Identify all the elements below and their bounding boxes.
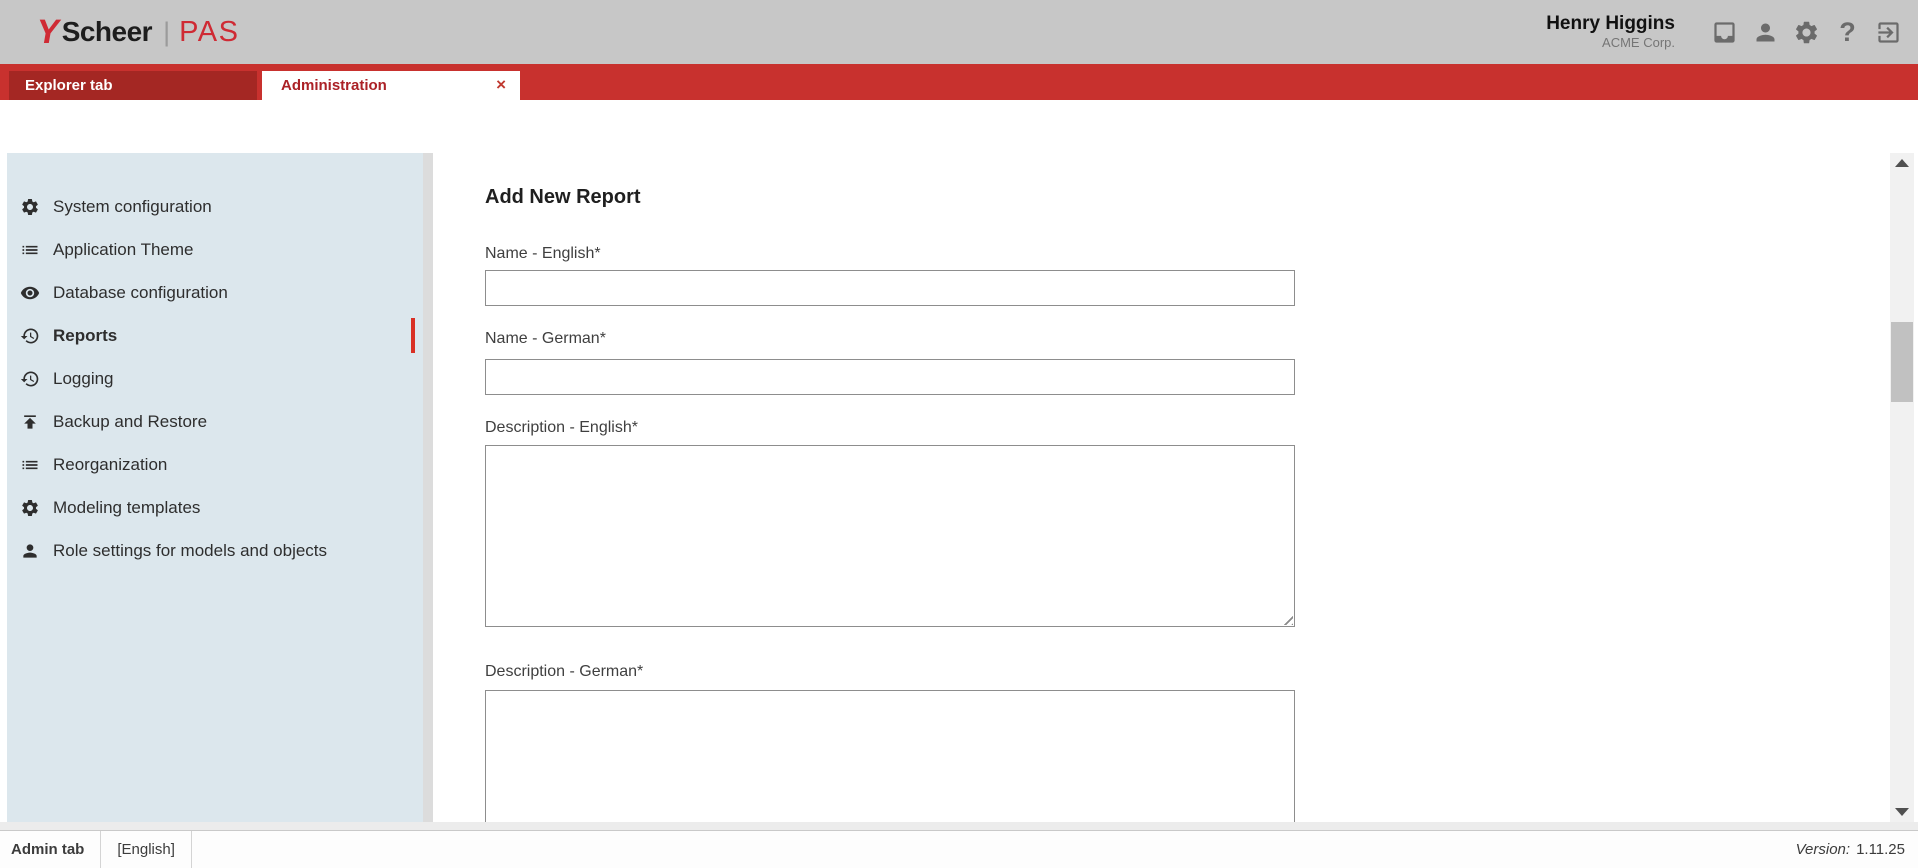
user-info: Henry Higgins ACME Corp. (1546, 13, 1675, 51)
content-area: System configuration Application Theme D… (0, 153, 1918, 830)
name-german-input[interactable] (485, 359, 1295, 395)
sidebar-item-reports[interactable]: Reports (7, 314, 423, 357)
horizontal-scrollbar-track[interactable] (0, 822, 1918, 830)
sidebar-splitter[interactable] (423, 153, 433, 822)
user-icon[interactable] (1752, 19, 1779, 46)
field-label-description-german: Description - German* (485, 663, 644, 680)
version-label: Version: (1795, 841, 1851, 858)
sidebar-item-label: Reports (53, 325, 118, 345)
sidebar-item-backup-and-restore[interactable]: Backup and Restore (7, 400, 423, 443)
gear-icon (20, 197, 40, 217)
sidebar-item-system-configuration[interactable]: System configuration (7, 185, 423, 228)
close-icon[interactable]: × (496, 75, 506, 94)
tab-administration-label: Administration (281, 77, 387, 94)
tab-explorer[interactable]: Explorer tab (9, 71, 257, 100)
description-english-textarea[interactable] (485, 445, 1295, 627)
sidebar-item-application-theme[interactable]: Application Theme (7, 228, 423, 271)
scrollbar-thumb[interactable] (1891, 322, 1913, 402)
tab-explorer-label: Explorer tab (25, 77, 113, 94)
sidebar-item-database-configuration[interactable]: Database configuration (7, 271, 423, 314)
upload-icon (20, 412, 40, 432)
add-new-report-form: Add New Report Name - English* Name - Ge… (433, 153, 1884, 822)
field-label-name-english: Name - English* (485, 245, 601, 262)
settings-icon[interactable] (1793, 19, 1820, 46)
sidebar-item-role-settings[interactable]: Role settings for models and objects (7, 529, 423, 572)
status-admin-tab: Admin tab (0, 831, 102, 868)
eye-icon (20, 283, 40, 303)
sidebar-item-logging[interactable]: Logging (7, 357, 423, 400)
logo-separator: | (163, 16, 171, 47)
name-english-input[interactable] (485, 270, 1295, 306)
sidebar-item-label: System configuration (53, 196, 212, 216)
admin-sidebar: System configuration Application Theme D… (7, 153, 423, 822)
vertical-scrollbar[interactable] (1890, 153, 1914, 822)
tab-administration[interactable]: Administration × (262, 71, 520, 100)
logout-icon[interactable] (1875, 19, 1902, 46)
sidebar-item-label: Database configuration (53, 282, 228, 302)
app-header: Y Scheer | PAS Henry Higgins ACME Corp. … (0, 0, 1918, 64)
scroll-up-arrow[interactable] (1890, 153, 1914, 173)
selected-item-indicator (411, 318, 415, 353)
sidebar-item-modeling-templates[interactable]: Modeling templates (7, 486, 423, 529)
sidebar-item-label: Logging (53, 368, 114, 388)
sidebar-item-reorganization[interactable]: Reorganization (7, 443, 423, 486)
inbox-icon[interactable] (1711, 19, 1738, 46)
gear-icon (20, 498, 40, 518)
sidebar-item-label: Modeling templates (53, 497, 201, 517)
tab-bar: Explorer tab Administration × (0, 64, 1918, 100)
help-icon[interactable]: ? (1839, 16, 1856, 47)
status-bar: Admin tab [English] Version: 1.11.25 (0, 830, 1918, 868)
sidebar-item-label: Backup and Restore (53, 411, 208, 431)
user-name: Henry Higgins (1546, 13, 1675, 34)
sidebar-item-label: Application Theme (53, 239, 194, 259)
list-icon (20, 240, 40, 260)
list-icon (20, 455, 40, 475)
status-version: Version: 1.11.25 (1796, 831, 1918, 868)
field-label-description-english: Description - English* (485, 419, 638, 436)
user-company: ACME Corp. (1602, 35, 1675, 50)
logo-brand: Scheer (61, 16, 153, 47)
sidebar-item-label: Reorganization (53, 454, 168, 474)
field-label-name-german: Name - German* (485, 330, 606, 347)
secondary-toolbar (0, 100, 1918, 233)
scroll-down-arrow[interactable] (1890, 802, 1914, 822)
sidebar-item-label: Role settings for models and objects (53, 540, 328, 560)
page-title: Add New Report (485, 186, 641, 208)
logo-mark-icon: Y (33, 13, 64, 51)
history-icon (20, 326, 40, 346)
scheer-pas-logo: Y Scheer | PAS (33, 13, 240, 51)
person-icon (20, 541, 40, 561)
history-icon (20, 369, 40, 389)
logo-product: PAS (179, 15, 240, 48)
description-german-textarea[interactable] (485, 690, 1295, 822)
version-value: 1.11.25 (1856, 841, 1905, 858)
status-language: [English] (101, 831, 192, 868)
